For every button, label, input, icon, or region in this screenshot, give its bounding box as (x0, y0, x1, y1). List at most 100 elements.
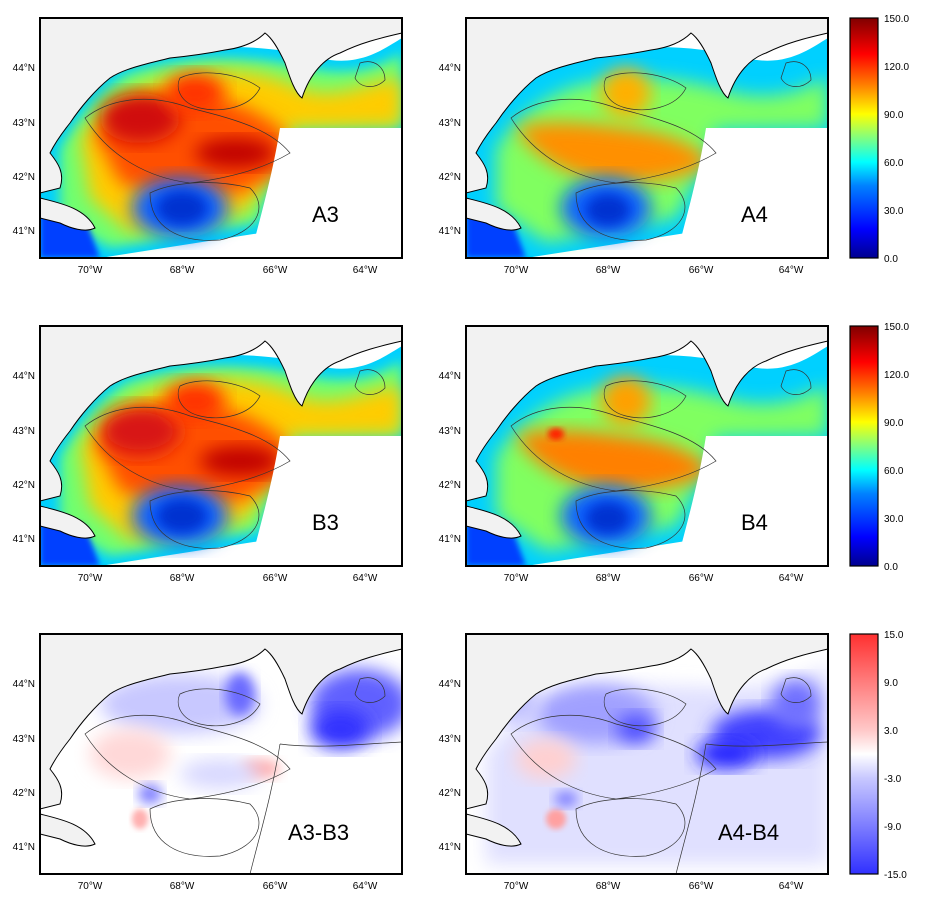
panel-label: A4 (741, 202, 768, 227)
lat-tick-label: 42°N (439, 788, 461, 799)
lon-tick-label: 64°W (353, 265, 378, 276)
panel-label: A4-B4 (718, 820, 779, 845)
field-layer (40, 38, 402, 258)
lon-tick-label: 64°W (353, 881, 378, 892)
lat-tick-label: 41°N (439, 534, 461, 545)
land (465, 17, 829, 194)
colorbar-tick-labels: 150.0 120.0 90.0 60.0 30.0 0.0 (884, 14, 909, 265)
lat-tick-label: 44°N (439, 679, 461, 690)
field-layer (90, 669, 402, 829)
panel-B3: 70°W 68°W 66°W 64°W 44°N 43°N 42°N 41°N … (13, 325, 403, 584)
field-layer (40, 346, 402, 566)
lon-tick-label: 68°W (596, 265, 621, 276)
lon-tick-label: 66°W (263, 881, 288, 892)
lat-tick-label: 44°N (13, 371, 35, 382)
land (39, 17, 403, 194)
land (39, 813, 96, 847)
lat-tick-label: 41°N (13, 226, 35, 237)
land (39, 197, 96, 231)
land (465, 325, 829, 502)
lon-tick-label: 64°W (779, 265, 804, 276)
lon-tick-label: 70°W (504, 265, 529, 276)
panel-B4: 70°W 68°W 66°W 64°W 44°N 43°N 42°N 41°N … (439, 325, 829, 584)
lat-tick-label: 43°N (13, 426, 35, 437)
lon-tick-label: 70°W (504, 573, 529, 584)
land (465, 505, 522, 539)
colorbar-abs-middle: 150.0 120.0 90.0 60.0 30.0 0.0 (849, 322, 909, 573)
panel-A3: 70°W 68°W 66°W 64°W 44°N 43°N 42°N 41°N … (13, 17, 403, 276)
colorbar-tick-label: -3.0 (884, 774, 902, 785)
plot-frame (465, 325, 829, 567)
lat-tick-label: 44°N (439, 371, 461, 382)
colorbar-tick-label: 150.0 (884, 14, 909, 25)
contours (84, 369, 386, 549)
contours (510, 61, 812, 241)
colorbar-tick-label: 90.0 (884, 418, 904, 429)
lat-tick-label: 44°N (13, 679, 35, 690)
lat-tick-label: 41°N (13, 842, 35, 853)
colorbar-tick-label: 3.0 (884, 726, 898, 737)
field-layer (466, 38, 828, 258)
lat-tick-label: 42°N (13, 480, 35, 491)
contours (510, 369, 812, 549)
lat-tick-label: 43°N (13, 734, 35, 745)
colorbar-tick-label: -9.0 (884, 822, 902, 833)
lon-tick-label: 70°W (504, 881, 529, 892)
colorbar-tick-label: 60.0 (884, 466, 904, 477)
plot-frame (465, 17, 829, 259)
lon-tick-label: 66°W (263, 573, 288, 584)
land (465, 633, 829, 810)
lon-tick-label: 70°W (78, 265, 103, 276)
field-layer (466, 346, 828, 566)
lon-tick-label: 64°W (779, 573, 804, 584)
land (676, 128, 828, 258)
lon-tick-label: 68°W (596, 573, 621, 584)
colorbar-tick-label: 30.0 (884, 514, 904, 525)
panel-A4: 70°W 68°W 66°W 64°W 44°N 43°N 42°N 41°N … (439, 17, 829, 276)
lat-tick-label: 41°N (439, 226, 461, 237)
lon-tick-label: 68°W (170, 881, 195, 892)
panel-tick-labels: 70°W 68°W 66°W 64°W 44°N 43°N 42°N 41°N (13, 63, 378, 276)
land (250, 436, 402, 566)
plot-frame (465, 633, 829, 875)
lat-tick-label: 43°N (439, 734, 461, 745)
land (465, 197, 522, 231)
land (39, 633, 403, 810)
panel-tick-labels: 70°W 68°W 66°W 64°W 44°N 43°N 42°N 41°N (13, 679, 378, 892)
contours (84, 677, 403, 875)
lat-tick-label: 42°N (13, 172, 35, 183)
lat-tick-label: 44°N (13, 63, 35, 74)
colorbar-tick-label: 0.0 (884, 254, 898, 265)
lat-tick-label: 42°N (439, 172, 461, 183)
colorbar-tick-label: 150.0 (884, 322, 909, 333)
panel-label: B3 (312, 510, 339, 535)
lon-tick-label: 66°W (263, 265, 288, 276)
lat-tick-label: 44°N (439, 63, 461, 74)
panel-A3-B3: 70°W 68°W 66°W 64°W 44°N 43°N 42°N 41°N … (13, 633, 403, 892)
colorbar-tick-label: 30.0 (884, 206, 904, 217)
lat-tick-label: 42°N (439, 480, 461, 491)
colorbar-tick-labels: 150.0 120.0 90.0 60.0 30.0 0.0 (884, 322, 909, 573)
lon-tick-label: 68°W (170, 265, 195, 276)
lon-tick-label: 70°W (78, 573, 103, 584)
contours (510, 677, 829, 875)
land (39, 505, 96, 539)
panel-label: A3-B3 (288, 820, 349, 845)
lon-tick-label: 64°W (779, 881, 804, 892)
land (39, 325, 403, 502)
lat-tick-label: 41°N (13, 534, 35, 545)
land (676, 436, 828, 566)
colorbar-tick-label: 60.0 (884, 158, 904, 169)
colorbar-tick-label: 15.0 (884, 630, 904, 641)
colorbar-diff: 15.0 9.0 3.0 -3.0 -9.0 -15.0 (849, 630, 907, 881)
lon-tick-label: 66°W (689, 573, 714, 584)
panel-tick-labels: 70°W 68°W 66°W 64°W 44°N 43°N 42°N 41°N (439, 63, 804, 276)
panel-A4-B4: 70°W 68°W 66°W 64°W 44°N 43°N 42°N 41°N … (439, 633, 829, 892)
lat-tick-label: 43°N (439, 426, 461, 437)
lon-tick-label: 68°W (596, 881, 621, 892)
colorbar-tick-label: 120.0 (884, 62, 909, 73)
panel-label: A3 (312, 202, 339, 227)
contours (84, 61, 386, 241)
colorbar-tick-label: 0.0 (884, 562, 898, 573)
